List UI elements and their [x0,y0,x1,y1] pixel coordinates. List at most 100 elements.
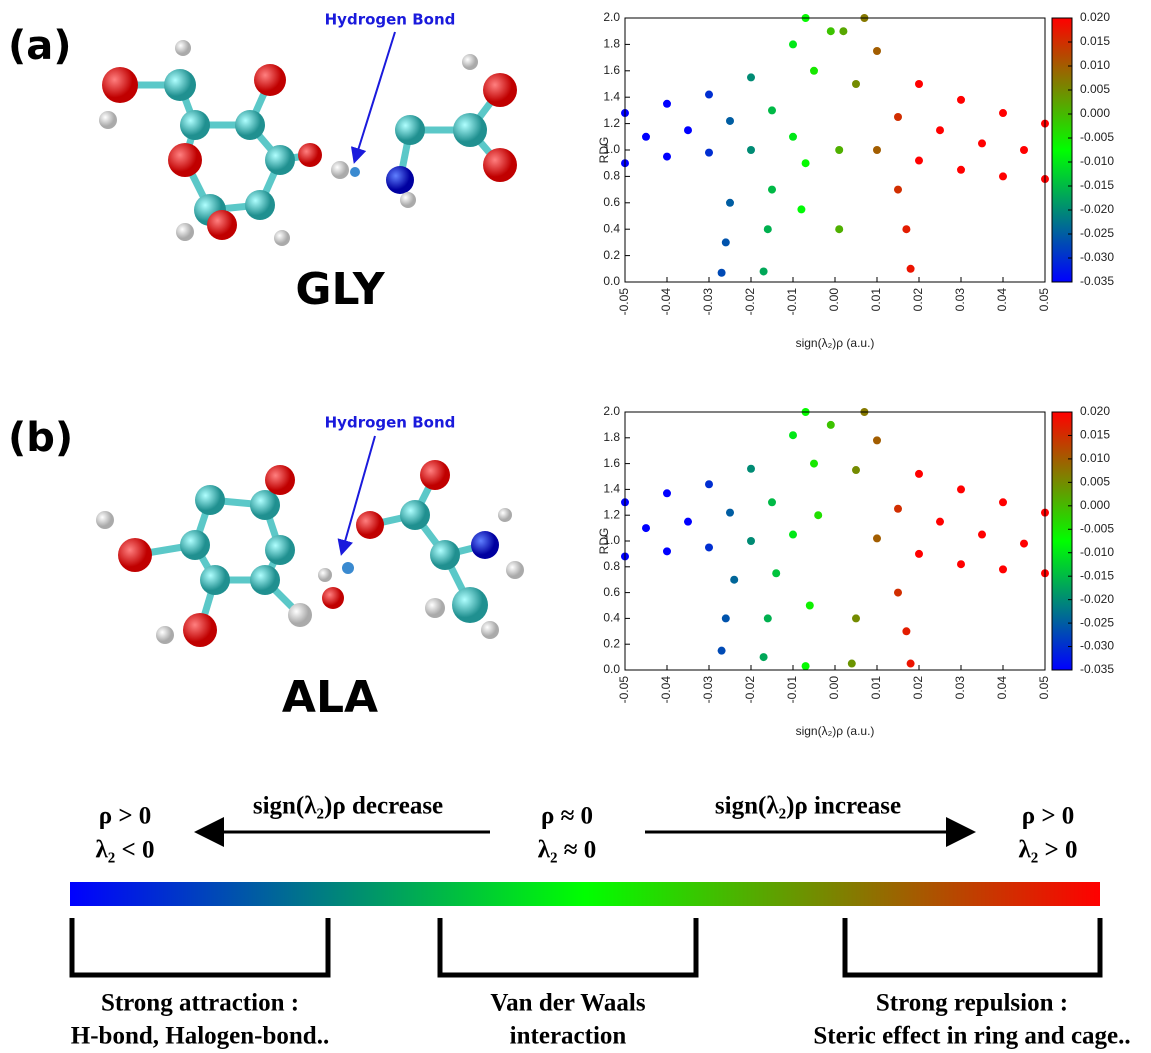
y-tick-label: 1.4 [603,482,620,496]
point [907,265,915,273]
x-tick-label: 0.04 [995,676,1009,700]
x-tick-label: 0.05 [1037,676,1051,700]
colorbar-tick-label: 0.010 [1080,451,1110,465]
point [852,466,860,474]
point [705,543,713,551]
point [978,139,986,147]
y-axis-label: RDG [597,528,611,555]
point [726,199,734,207]
point [835,225,843,233]
colorbar-tick-label: -0.025 [1080,226,1114,240]
y-tick-label: 1.8 [603,37,620,51]
point [718,647,726,655]
caption: Steric effect in ring and cage.. [813,1023,1130,1050]
colorbar-tick-label: 0.000 [1080,106,1110,120]
point [642,524,650,532]
point [764,225,772,233]
point [722,238,730,246]
point [915,80,923,88]
panel-label: (b) [8,415,73,461]
condition: λ₂ ≈ 0 [538,837,597,864]
y-tick-label: 1.6 [603,456,620,470]
point [722,614,730,622]
point [642,133,650,141]
condition: ρ > 0 [1022,803,1075,830]
brackets [72,918,1100,975]
point [915,470,923,478]
point [915,157,923,165]
x-tick-label: -0.04 [659,676,673,704]
caption: Strong repulsion : [876,990,1068,1017]
point [936,518,944,526]
point [999,565,1007,573]
point [747,537,755,545]
x-tick-label: -0.03 [701,676,715,704]
point [873,146,881,154]
point [705,480,713,488]
point [915,550,923,558]
point [663,489,671,497]
point [726,509,734,517]
x-tick-label: 0.03 [953,288,967,312]
x-tick-label: -0.05 [617,676,631,704]
point [705,91,713,99]
point [810,460,818,468]
y-tick-label: 1.6 [603,63,620,77]
colorbar-tick-label: 0.000 [1080,498,1110,512]
x-tick-label: 0.05 [1037,288,1051,312]
point [663,547,671,555]
x-axis-label: sign(λ₂)ρ (a.u.) [796,724,875,738]
point [789,40,797,48]
colorbar [1052,18,1072,282]
colorbar [1052,412,1072,670]
condition: ρ ≈ 0 [541,803,593,830]
x-tick-label: 0.02 [911,288,925,312]
molecule [99,40,517,246]
figure: (a) (b) GLY ALA Hydrogen Bond Hydrogen B… [0,0,1151,1053]
point [902,627,910,635]
colorbar-tick-label: 0.005 [1080,82,1110,96]
point [978,531,986,539]
point [718,269,726,277]
condition: ρ > 0 [99,803,152,830]
point [957,485,965,493]
point [768,498,776,506]
point [835,146,843,154]
point [730,576,738,584]
point [726,117,734,125]
point [747,465,755,473]
x-tick-label: -0.01 [785,288,799,316]
point [814,511,822,519]
y-tick-label: 0.2 [603,636,620,650]
colorbar-tick-label: -0.010 [1080,154,1114,168]
colorbar-tick-label: 0.010 [1080,58,1110,72]
x-tick-label: 0.00 [827,676,841,700]
colorbar-tick-label: 0.005 [1080,475,1110,489]
point [957,166,965,174]
colorbar-tick-label: -0.020 [1080,202,1114,216]
x-tick-label: -0.03 [701,288,715,316]
point [760,653,768,661]
annotation: Hydrogen Bond [325,414,456,432]
point [848,660,856,668]
molecule [96,460,524,647]
point [789,531,797,539]
arrow-label: sign(λ₂)ρ increase [715,793,901,820]
panel-label: (a) [8,23,72,69]
point [902,225,910,233]
y-tick-label: 2.0 [603,404,620,418]
y-tick-label: 0.6 [603,585,620,599]
x-tick-label: 0.01 [869,288,883,312]
x-tick-label: -0.01 [785,676,799,704]
point [684,126,692,134]
colorbar-tick-label: -0.020 [1080,592,1114,606]
y-tick-label: 0.6 [603,195,620,209]
point [768,186,776,194]
molecule-name: GLY [295,264,385,315]
caption: Strong attraction : [101,990,299,1017]
x-tick-label: 0.03 [953,676,967,700]
y-tick-label: 0.0 [603,274,620,288]
canvas: (a) (b) GLY ALA Hydrogen Bond Hydrogen B… [0,0,1151,1053]
colorbar-tick-label: 0.015 [1080,34,1110,48]
point [873,436,881,444]
